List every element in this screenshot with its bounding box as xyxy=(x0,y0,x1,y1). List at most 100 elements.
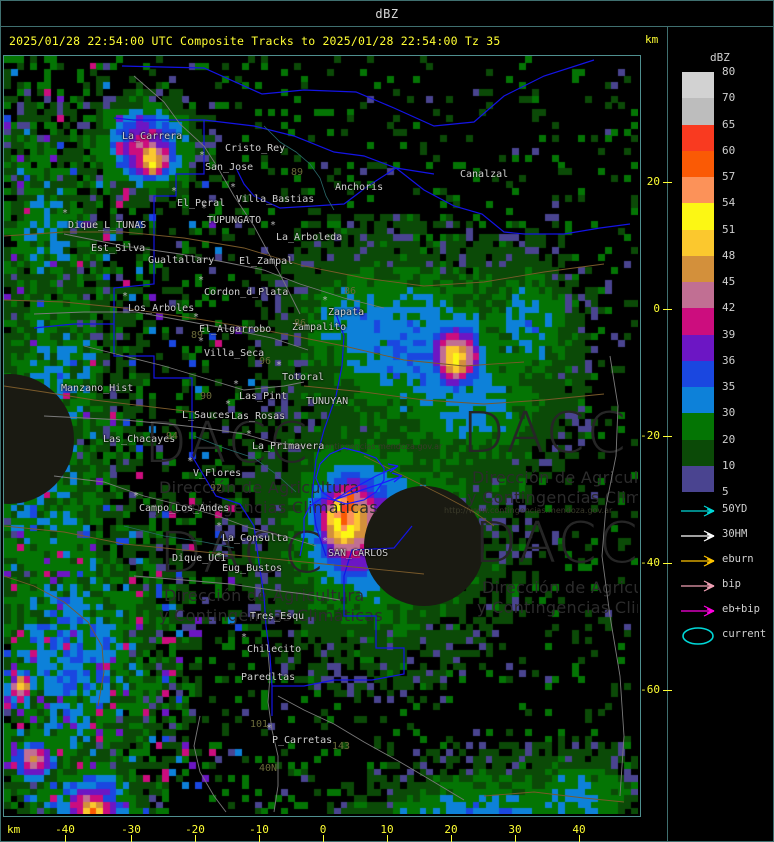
colorbar-tick-20: 20 xyxy=(722,432,736,446)
storm-track-arrow-1 xyxy=(333,465,399,501)
x-tick-label--10: -10 xyxy=(249,823,269,836)
road-grey-9 xyxy=(193,715,227,813)
panel-divider xyxy=(667,27,668,841)
road-brown-3 xyxy=(303,385,605,405)
x-tick-mark-40 xyxy=(579,835,580,842)
place-marker: * xyxy=(322,295,329,306)
colorbar-band-51 xyxy=(682,229,714,256)
window-title-bar: dBZ xyxy=(0,0,774,27)
track-legend-row-eburn[interactable]: eburn xyxy=(672,549,772,574)
track-arrow-icon xyxy=(681,530,715,542)
colorbar-tick-51: 51 xyxy=(722,222,736,236)
road-grey-5 xyxy=(43,415,305,447)
colorbar-tick-48: 48 xyxy=(722,248,736,262)
colorbar-tick-45: 45 xyxy=(722,275,736,288)
route-number-label: 143 xyxy=(332,741,351,752)
colorbar-band-10 xyxy=(682,465,714,492)
track-legend-row-eb-bip[interactable]: eb+bip xyxy=(672,599,772,624)
x-tick-label--30: -30 xyxy=(121,823,141,836)
colorbar-band-48 xyxy=(682,255,714,282)
track-arrow-icon xyxy=(681,505,715,517)
colorbar-tick-54: 54 xyxy=(722,196,736,210)
x-tick-mark--20 xyxy=(195,835,196,842)
colorbar-tick-39: 39 xyxy=(722,327,736,341)
storm-track-arrowhead-1 xyxy=(387,463,399,473)
colorbar-tick-60: 60 xyxy=(722,143,736,157)
x-tick-mark--10 xyxy=(259,835,260,842)
colorbar-panel: dBZ 80 70 65 60 57 54 51 48 45 42 39 36 35 30 20 10 5 50… xyxy=(672,29,772,815)
km-unit-bottom: km xyxy=(7,823,21,836)
x-tick-mark--40 xyxy=(65,835,66,842)
place-marker: * xyxy=(198,336,205,347)
colorbar-tick-30: 30 xyxy=(722,406,736,420)
route-number-label: 86 xyxy=(344,286,357,297)
track-legend-row-30hm[interactable]: 30HM xyxy=(672,524,772,549)
colorbar-strip xyxy=(682,72,714,492)
colorbar-band-36 xyxy=(682,360,714,387)
place-marker: * xyxy=(225,399,232,410)
place-marker: * xyxy=(199,150,206,161)
track-legend-row-current[interactable]: current xyxy=(672,624,772,649)
road-brown-8 xyxy=(4,575,105,707)
track-legend-row-50yd[interactable]: 50YD xyxy=(672,499,772,524)
colorbar-tick-10: 10 xyxy=(722,458,736,472)
current-cell-icon xyxy=(682,627,714,645)
window-title: dBZ xyxy=(375,6,399,21)
x-tick-mark-0 xyxy=(323,835,324,842)
radar-plot-frame[interactable]: DACC Dirección de Agricultura y Continge… xyxy=(3,55,641,817)
boundary-line-nw xyxy=(153,120,205,246)
boundary-line-west xyxy=(33,246,155,329)
y-tick-label-0: 0 xyxy=(653,302,660,315)
y-tick-label--40: -40 xyxy=(640,556,660,569)
place-marker: * xyxy=(62,208,69,219)
header-bar: 2025/01/28 22:54:00 UTC Composite Tracks… xyxy=(1,29,661,53)
colorbar-band-35 xyxy=(682,387,714,414)
route-number-label: 92 xyxy=(210,483,223,494)
route-number-label: 94 xyxy=(166,431,179,442)
y-tick-mark--60 xyxy=(663,690,672,691)
place-marker: * xyxy=(198,275,205,286)
x-tick-label-40: 40 xyxy=(572,823,586,836)
road-grey-8 xyxy=(267,651,279,813)
colorbar-band-20 xyxy=(682,439,714,466)
track-legend-row-bip[interactable]: bip xyxy=(672,574,772,599)
y-tick-label--60: -60 xyxy=(640,683,660,696)
track-legend-label: current xyxy=(722,628,767,640)
timestamp-label: 2025/01/28 22:54:00 UTC Composite Tracks… xyxy=(9,34,501,48)
road-grey-1 xyxy=(133,75,301,315)
road-brown-2 xyxy=(4,299,525,367)
place-marker: * xyxy=(241,632,248,643)
place-marker: * xyxy=(216,551,223,562)
colorbar-title: dBZ xyxy=(710,51,730,64)
track-legend-label: eburn xyxy=(722,553,754,565)
boundary-line-far-east xyxy=(524,223,631,235)
colorbar-tick-65: 65 xyxy=(722,117,736,131)
place-marker: * xyxy=(276,360,283,371)
road-teal-1 xyxy=(263,125,335,211)
place-marker: * xyxy=(322,536,329,547)
colorbar-tick-35: 35 xyxy=(722,380,736,393)
x-tick-label-10: 10 xyxy=(380,823,394,836)
colorbar-tick-36: 36 xyxy=(722,353,736,367)
frame-left xyxy=(0,0,1,842)
road-brown-1 xyxy=(4,231,605,287)
road-grey-2 xyxy=(63,233,385,309)
track-legend-label: eb+bip xyxy=(722,603,760,615)
road-brown-6 xyxy=(4,385,195,413)
x-tick-mark-10 xyxy=(387,835,388,842)
track-arrow-icon xyxy=(681,580,715,592)
place-marker: * xyxy=(233,379,240,390)
storm-track-arrow-2 xyxy=(333,475,403,501)
track-legend-label: 30HM xyxy=(722,528,748,540)
y-tick-mark-0 xyxy=(663,309,672,310)
boundary-line-rio xyxy=(311,313,345,557)
colorbar-band-80 xyxy=(682,72,714,99)
radar-plot[interactable]: DACC Dirección de Agricultura y Continge… xyxy=(4,56,638,814)
track-legend-label: bip xyxy=(722,578,741,590)
y-tick-mark-20 xyxy=(663,182,672,183)
boundary-line-north xyxy=(121,59,595,127)
track-legend-label: 50YD xyxy=(722,503,748,515)
place-marker: * xyxy=(193,312,200,323)
place-marker: * xyxy=(201,203,208,214)
